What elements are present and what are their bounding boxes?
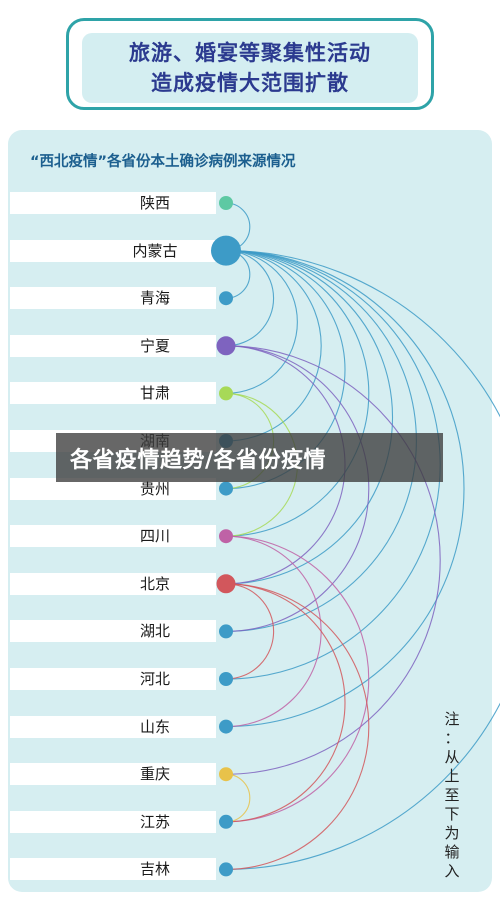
- note-char: 注: [444, 710, 460, 728]
- province-row-stripe: [10, 192, 216, 214]
- province-label: 吉林: [139, 860, 170, 879]
- overlay-banner: 各省疫情趋势/各省份疫情: [56, 433, 443, 482]
- province-node: [219, 291, 233, 306]
- province-label: 江苏: [139, 812, 170, 831]
- note-char: 至: [444, 786, 460, 804]
- link-arc: [225, 583, 346, 823]
- province-label: 陕西: [139, 194, 170, 212]
- province-row-stripe: [10, 477, 216, 500]
- province-node: [219, 196, 233, 210]
- province-row-stripe: [10, 763, 216, 786]
- title-line-1: 旅游、婚宴等聚集性活动: [129, 41, 371, 65]
- province-row-stripe: [10, 620, 216, 643]
- link-arc: [225, 250, 465, 728]
- province-row-stripe: [10, 858, 216, 881]
- province-node: [211, 235, 241, 266]
- province-label: 北京: [139, 574, 170, 593]
- province-label: 内蒙古: [132, 241, 178, 260]
- note-char: 为: [444, 824, 460, 842]
- province-node: [216, 574, 236, 594]
- province-node: [216, 336, 236, 356]
- link-arc: [225, 345, 370, 632]
- province-label: 甘肃: [139, 384, 170, 403]
- province-row-stripe: [10, 287, 216, 310]
- province-node: [219, 529, 233, 544]
- link-arc: [225, 250, 275, 347]
- note-char: 从: [444, 748, 460, 766]
- province-label: 河北: [139, 670, 170, 688]
- province-label: 四川: [139, 527, 170, 546]
- province-label: 青海: [139, 289, 170, 308]
- direction-note: 注：从上至下为输入: [440, 710, 464, 881]
- diagram-subtitle: “西北疫情”各省份本土确诊病例来源情况: [30, 154, 296, 170]
- province-node: [219, 814, 233, 829]
- province-label: 重庆: [139, 765, 170, 784]
- note-char: 上: [444, 767, 460, 785]
- link-arc: [225, 773, 251, 823]
- link-arc: [225, 583, 370, 870]
- link-arc: [225, 250, 394, 585]
- province-label: 贵州: [139, 479, 170, 498]
- link-arc: [225, 535, 370, 823]
- province-node: [219, 767, 233, 782]
- link-arc: [225, 250, 500, 870]
- province-row-stripe: [10, 810, 216, 833]
- link-arc: [225, 583, 275, 680]
- province-label: 山东: [139, 717, 170, 736]
- note-char: 输: [444, 843, 460, 861]
- title-block: 旅游、婚宴等聚集性活动 造成疫情大范围扩散: [82, 33, 418, 103]
- province-node: [219, 481, 233, 496]
- province-node: [219, 386, 233, 401]
- link-arc: [225, 250, 322, 442]
- note-char: 下: [444, 805, 460, 823]
- province-row-stripe: [10, 382, 216, 405]
- province-node: [219, 672, 233, 686]
- province-row-stripe: [10, 525, 216, 548]
- province-row-stripe: [10, 239, 216, 262]
- province-row-stripe: [10, 334, 216, 357]
- province-node: [219, 624, 233, 639]
- title-line-2: 造成疫情大范围扩散: [151, 71, 349, 95]
- province-row-stripe: [10, 572, 216, 595]
- province-node: [219, 719, 233, 734]
- province-node: [219, 862, 233, 877]
- province-label: 宁夏: [139, 336, 170, 355]
- banner-text: 各省疫情趋势/各省份疫情: [70, 447, 327, 473]
- note-char: 入: [444, 862, 460, 880]
- link-arc: [225, 345, 441, 775]
- province-label: 湖北: [139, 622, 170, 641]
- note-char: ：: [444, 729, 460, 747]
- province-row-stripe: [10, 715, 216, 738]
- link-arc: [225, 250, 370, 537]
- link-arc: [225, 250, 298, 394]
- province-row-stripe: [10, 668, 216, 690]
